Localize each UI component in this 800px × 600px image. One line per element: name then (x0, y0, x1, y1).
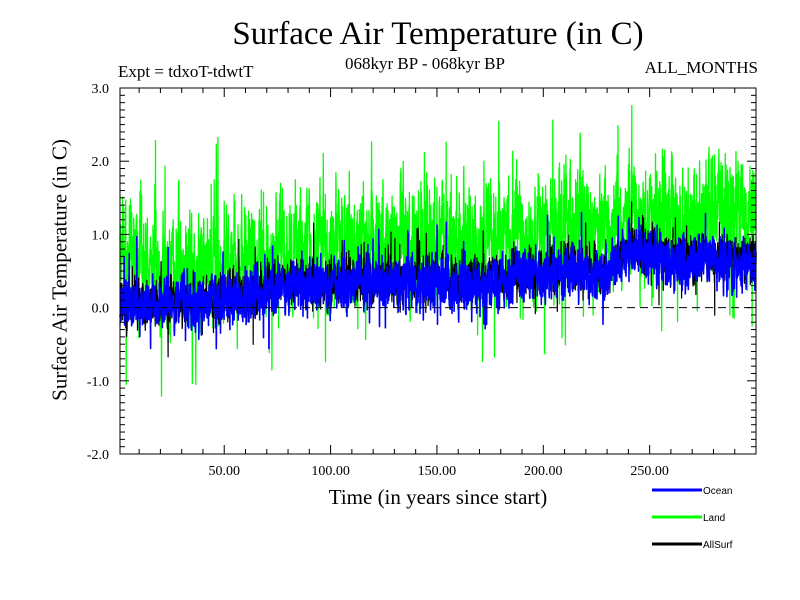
legend-label-ocean: Ocean (703, 486, 732, 497)
legend: Ocean Land AllSurf (652, 486, 733, 551)
period-label: 068kyr BP - 068kyr BP (345, 54, 505, 73)
legend-label-allsurf: AllSurf (703, 540, 733, 551)
experiment-label: Expt = tdxoT-tdwtT (118, 62, 254, 81)
legend-label-land: Land (703, 513, 725, 524)
y-tick-label: 1.0 (92, 228, 110, 243)
x-tick-label: 200.00 (524, 464, 563, 479)
x-tick-label: 150.00 (418, 464, 457, 479)
x-axis-label: Time (in years since start) (328, 485, 548, 509)
y-tick-label: -1.0 (87, 375, 109, 390)
series-layer (119, 104, 757, 397)
series-line-ocean (119, 211, 757, 350)
x-tick-label: 100.00 (311, 464, 350, 479)
chart-title: Surface Air Temperature (in C) (232, 16, 644, 52)
x-tick-label: 250.00 (630, 464, 669, 479)
y-tick-label: -2.0 (87, 448, 109, 463)
x-tick-label: 50.00 (208, 464, 240, 479)
y-tick-label: 2.0 (92, 155, 110, 170)
y-tick-label: 0.0 (92, 302, 110, 317)
months-label: ALL_MONTHS (644, 58, 758, 77)
ticks-layer: 50.00 100.00 150.00 200.00 250.00 -2.0 -1.0 0.0… (87, 82, 756, 479)
y-tick-label: 3.0 (92, 82, 110, 97)
